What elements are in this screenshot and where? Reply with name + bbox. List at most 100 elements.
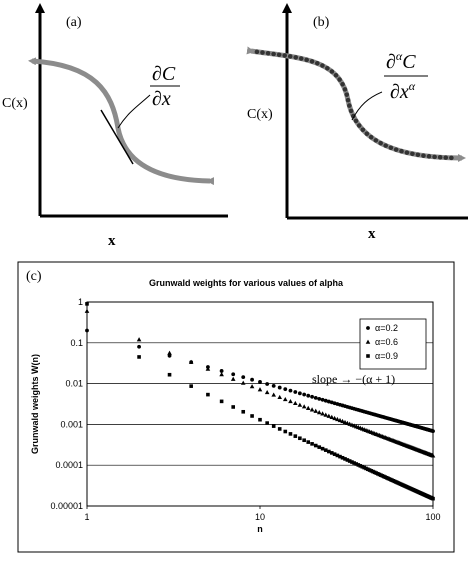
data-point <box>317 445 322 449</box>
panel-b-curve <box>246 46 466 162</box>
data-point <box>241 409 246 414</box>
data-point <box>347 459 352 463</box>
data-point <box>332 415 337 421</box>
data-point <box>360 464 365 469</box>
panel-b-ylabel: C(x) <box>247 107 273 122</box>
curve-dot <box>388 145 394 151</box>
data-point <box>293 434 298 438</box>
data-point <box>320 397 325 402</box>
data-point <box>277 385 282 390</box>
panel-c-label: (c) <box>26 269 42 284</box>
data-point <box>219 399 224 404</box>
curve-dot <box>304 57 309 63</box>
curve-dot <box>345 97 351 103</box>
data-point <box>85 302 89 306</box>
slope-annotation: slope → −(α + 1) <box>312 372 395 386</box>
data-point <box>340 418 345 424</box>
curve-dot <box>265 50 271 56</box>
y-tick-label: 0.001 <box>60 419 83 429</box>
data-point <box>356 463 361 467</box>
data-point <box>337 417 343 423</box>
data-point <box>277 394 283 400</box>
data-point <box>316 410 322 415</box>
panel-b: (b) C(x) x ∂αC ∂xα <box>246 3 468 242</box>
curve-dot <box>421 153 426 158</box>
data-point <box>343 457 347 461</box>
legend-box <box>359 318 427 370</box>
data-point <box>205 366 211 371</box>
legend: α=0.2 α=0.6 α=0.9 <box>359 318 427 370</box>
data-point <box>317 396 322 401</box>
y-tick-label: 0.0001 <box>55 460 83 470</box>
data-point <box>249 384 255 389</box>
data-point <box>231 405 236 409</box>
curve-dot <box>347 103 352 108</box>
data-point <box>231 372 236 377</box>
y-tick-label: 0.00001 <box>50 501 83 511</box>
data-point <box>327 449 331 454</box>
data-point <box>293 400 298 406</box>
data-point <box>167 372 172 377</box>
data-point <box>250 414 254 418</box>
data-point <box>288 388 293 393</box>
data-point <box>283 429 288 434</box>
data-point <box>329 414 335 420</box>
data-point <box>323 398 328 403</box>
series-α=0.2 <box>85 328 435 434</box>
data-point <box>313 408 319 413</box>
data-point <box>431 429 435 434</box>
curve-dot <box>378 140 383 146</box>
panel-a-label: (a) <box>66 15 82 30</box>
curve-dot <box>298 56 304 61</box>
curve-dot <box>325 65 330 71</box>
data-point <box>288 432 293 436</box>
curve-dot <box>393 147 399 152</box>
curve-dot <box>432 154 437 160</box>
data-point <box>271 392 276 397</box>
chart-xlabel: n <box>257 524 263 534</box>
x-tick-label: 1 <box>84 512 89 522</box>
curve-dot <box>383 143 388 148</box>
data-point <box>342 419 348 425</box>
data-point <box>250 377 254 382</box>
data-point <box>326 413 332 418</box>
data-point <box>332 452 337 456</box>
data-point <box>313 395 318 400</box>
data-markers <box>84 302 436 501</box>
data-point <box>258 380 262 384</box>
data-point <box>264 389 270 395</box>
data-point <box>257 387 263 392</box>
data-point <box>329 451 334 455</box>
data-point <box>345 458 350 462</box>
curve-dot <box>254 49 260 55</box>
curve-dot <box>333 72 339 78</box>
panel-c-frame <box>17 261 455 553</box>
data-point <box>85 328 89 333</box>
panel-b-num-partial: ∂ <box>386 51 396 73</box>
data-point <box>288 398 293 404</box>
curve-dot <box>282 53 287 58</box>
curve-dot <box>271 51 276 57</box>
data-point <box>305 405 311 410</box>
curve-dot <box>443 155 449 160</box>
curve-dot <box>368 134 374 140</box>
curve-dot <box>309 59 315 64</box>
data-point <box>362 465 366 470</box>
data-point <box>354 462 359 466</box>
panel-b-label: (b) <box>313 15 330 30</box>
data-point <box>320 411 325 416</box>
curve-dot <box>410 151 415 157</box>
curve-dot <box>342 87 348 92</box>
legend-label: α=0.6 <box>375 337 398 347</box>
panel-b-num-alpha: α <box>396 49 403 63</box>
data-point <box>136 337 142 342</box>
panel-a-ylabel: C(x) <box>2 96 28 111</box>
panel-b-deriv-den: ∂xα <box>390 79 416 103</box>
curve-dot <box>399 148 404 154</box>
curve-dot <box>276 52 282 58</box>
curve-dot <box>404 150 410 155</box>
data-point <box>293 390 298 394</box>
legend-marker <box>366 354 370 358</box>
legend-label: α=0.9 <box>375 351 398 361</box>
